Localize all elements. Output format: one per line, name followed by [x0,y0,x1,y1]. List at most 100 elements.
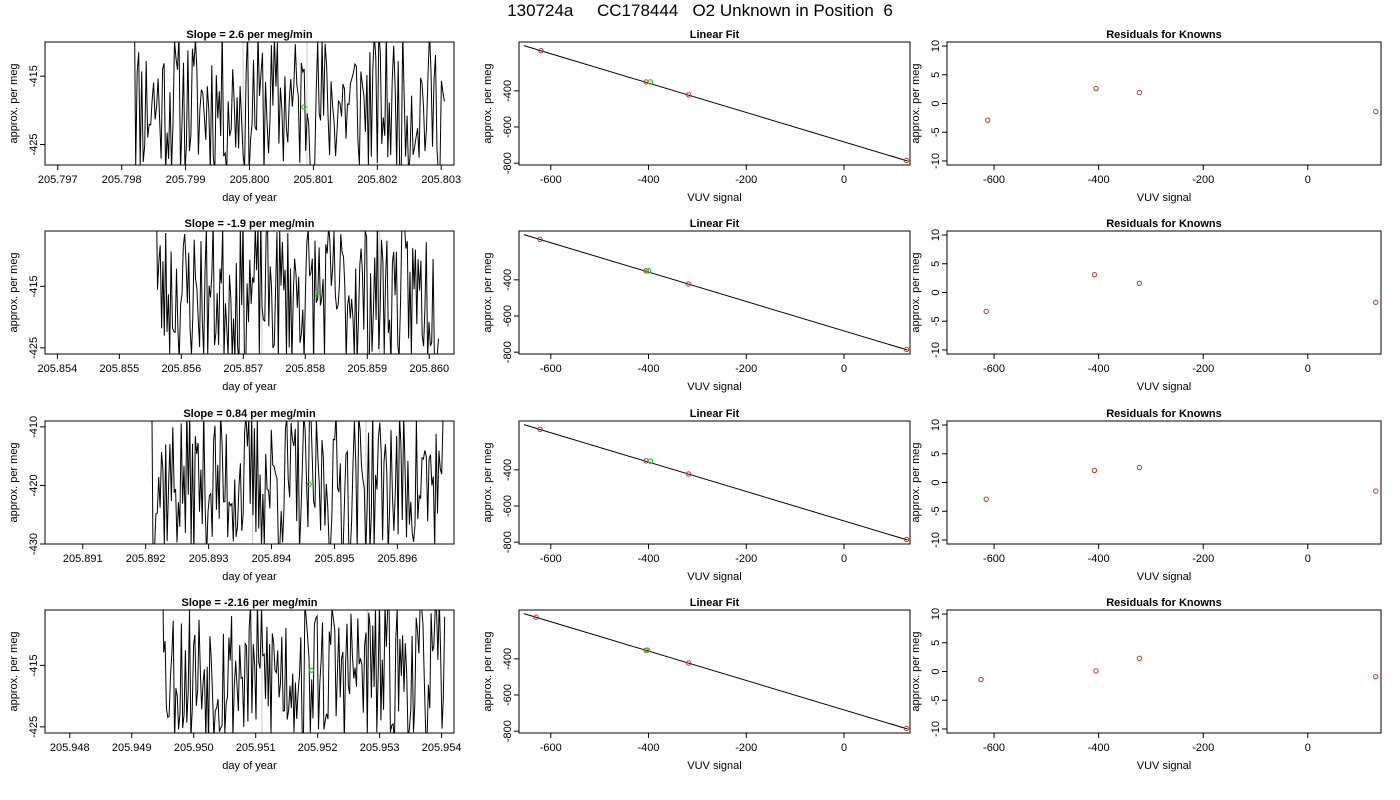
data-trace [162,610,446,733]
x-tick-label: 205.896 [377,553,417,565]
panel-r0-c2: Residuals for Knowns -600 -400 -200 0 -10 -5 0 5… [910,29,1382,204]
y-tick-label: 0 [930,100,942,106]
plot-area [978,655,1379,683]
plot-frame [518,420,911,545]
known-point [685,281,692,287]
x-tick-label: -200 [1192,363,1214,375]
plot-frame [44,609,455,734]
x-tick-label: 205.894 [252,553,292,565]
panel-r1-c0: Slope = -1.9 per meg/min 205.854 205.855 20… [8,218,455,393]
x-tick-label: 205.857 [223,363,263,375]
panel-r0-c1: Linear Fit -600 -400 -200 0 -800 -600 -400 VUV s… [482,29,911,204]
x-tick-label: 0 [1305,363,1311,375]
panel-title: Residuals for Knowns [1106,218,1222,230]
y-tick-label: 0 [930,289,942,295]
y-tick-label: -5 [930,316,942,326]
x-tick-label: 205.949 [112,742,152,754]
x-axis-label: VUV signal [1137,381,1191,393]
x-tick-label: -200 [735,174,757,186]
known-point [533,614,539,620]
known-point [538,47,544,54]
x-tick-label: 205.953 [360,742,400,754]
known-point [903,536,910,543]
y-tick-label: 0 [930,479,942,485]
panel-title: Residuals for Knowns [1106,29,1222,41]
y-tick-label: -410 [28,416,40,438]
x-axis-label: VUV signal [1137,571,1191,583]
unknown-point [644,647,651,653]
plot-frame [946,230,1382,355]
x-tick-label: -400 [1088,553,1110,565]
x-tick-label: 0 [1305,174,1311,186]
panel-title: Linear Fit [690,29,740,41]
panel-title: Slope = -1.9 per meg/min [185,218,315,230]
unknown-point [308,667,315,673]
y-tick-label: -415 [28,65,40,87]
x-axis-label: VUV signal [687,381,741,393]
plot-area [156,231,439,354]
x-tick-label: -200 [1192,174,1214,186]
known-point [1373,299,1379,305]
data-trace [134,42,445,165]
known-point [1373,108,1379,115]
y-tick-label: -800 [502,341,514,363]
x-tick-label: 205.800 [230,174,270,186]
plot-area [151,421,444,544]
known-point [1136,280,1143,287]
panel-r0-c0: Slope = 2.6 per meg/min 205.797 205.798 205… [8,29,461,204]
plot-area [983,271,1379,315]
known-point [685,660,692,666]
y-axis-label: approx. per meg [482,252,494,332]
y-tick-label: -800 [502,531,514,553]
known-point [643,268,649,274]
known-point [903,157,910,164]
x-tick-label: 0 [841,742,847,754]
unknown-point [645,267,652,274]
panel-title: Residuals for Knowns [1106,597,1222,609]
x-tick-label: 205.950 [174,742,214,754]
y-tick-label: 5 [930,72,942,78]
y-tick-label: 5 [930,640,942,646]
x-tick-label: 205.801 [294,174,334,186]
y-tick-label: -10 [930,153,942,169]
plot-area [985,85,1379,123]
x-tick-label: -400 [638,174,660,186]
plot-area [162,610,446,733]
data-trace [151,421,444,544]
y-tick-label: 10 [930,419,942,431]
panel-r3-c0: Slope = -2.16 per meg/min 205.948 205.949 2… [8,597,461,772]
known-point [685,471,692,477]
unknown-point [647,458,654,464]
known-point [537,236,543,243]
known-point [983,496,989,502]
x-tick-label: 205.855 [99,363,139,375]
y-tick-label: -415 [28,654,40,676]
plot-area [523,234,910,353]
x-tick-label: -400 [638,742,660,754]
y-tick-label: -10 [930,532,942,548]
unknown-point [301,104,307,110]
y-tick-label: 10 [930,608,942,620]
panel-title: Slope = 0.84 per meg/min [183,408,316,420]
plot-frame [44,41,455,166]
y-tick-label: -415 [28,275,40,297]
x-tick-label: 205.895 [315,553,355,565]
known-point [1373,488,1379,494]
x-tick-label: 0 [1305,553,1311,565]
plot-frame [518,609,911,734]
y-tick-label: -425 [28,133,40,155]
y-tick-label: -5 [930,127,942,137]
plot-area [134,42,445,165]
fit-line [523,613,908,730]
x-axis-label: VUV signal [1137,192,1191,204]
y-tick-label: -400 [502,269,514,291]
x-tick-label: 205.802 [357,174,397,186]
x-axis-label: day of year [222,192,277,204]
x-tick-label: 205.856 [161,363,201,375]
panel-title: Linear Fit [690,408,740,420]
x-tick-label: -600 [540,174,562,186]
y-axis-label: approx. per meg [910,631,922,711]
y-tick-label: 10 [930,229,942,241]
plot-area [523,424,910,543]
y-axis-label: approx. per meg [8,252,20,332]
